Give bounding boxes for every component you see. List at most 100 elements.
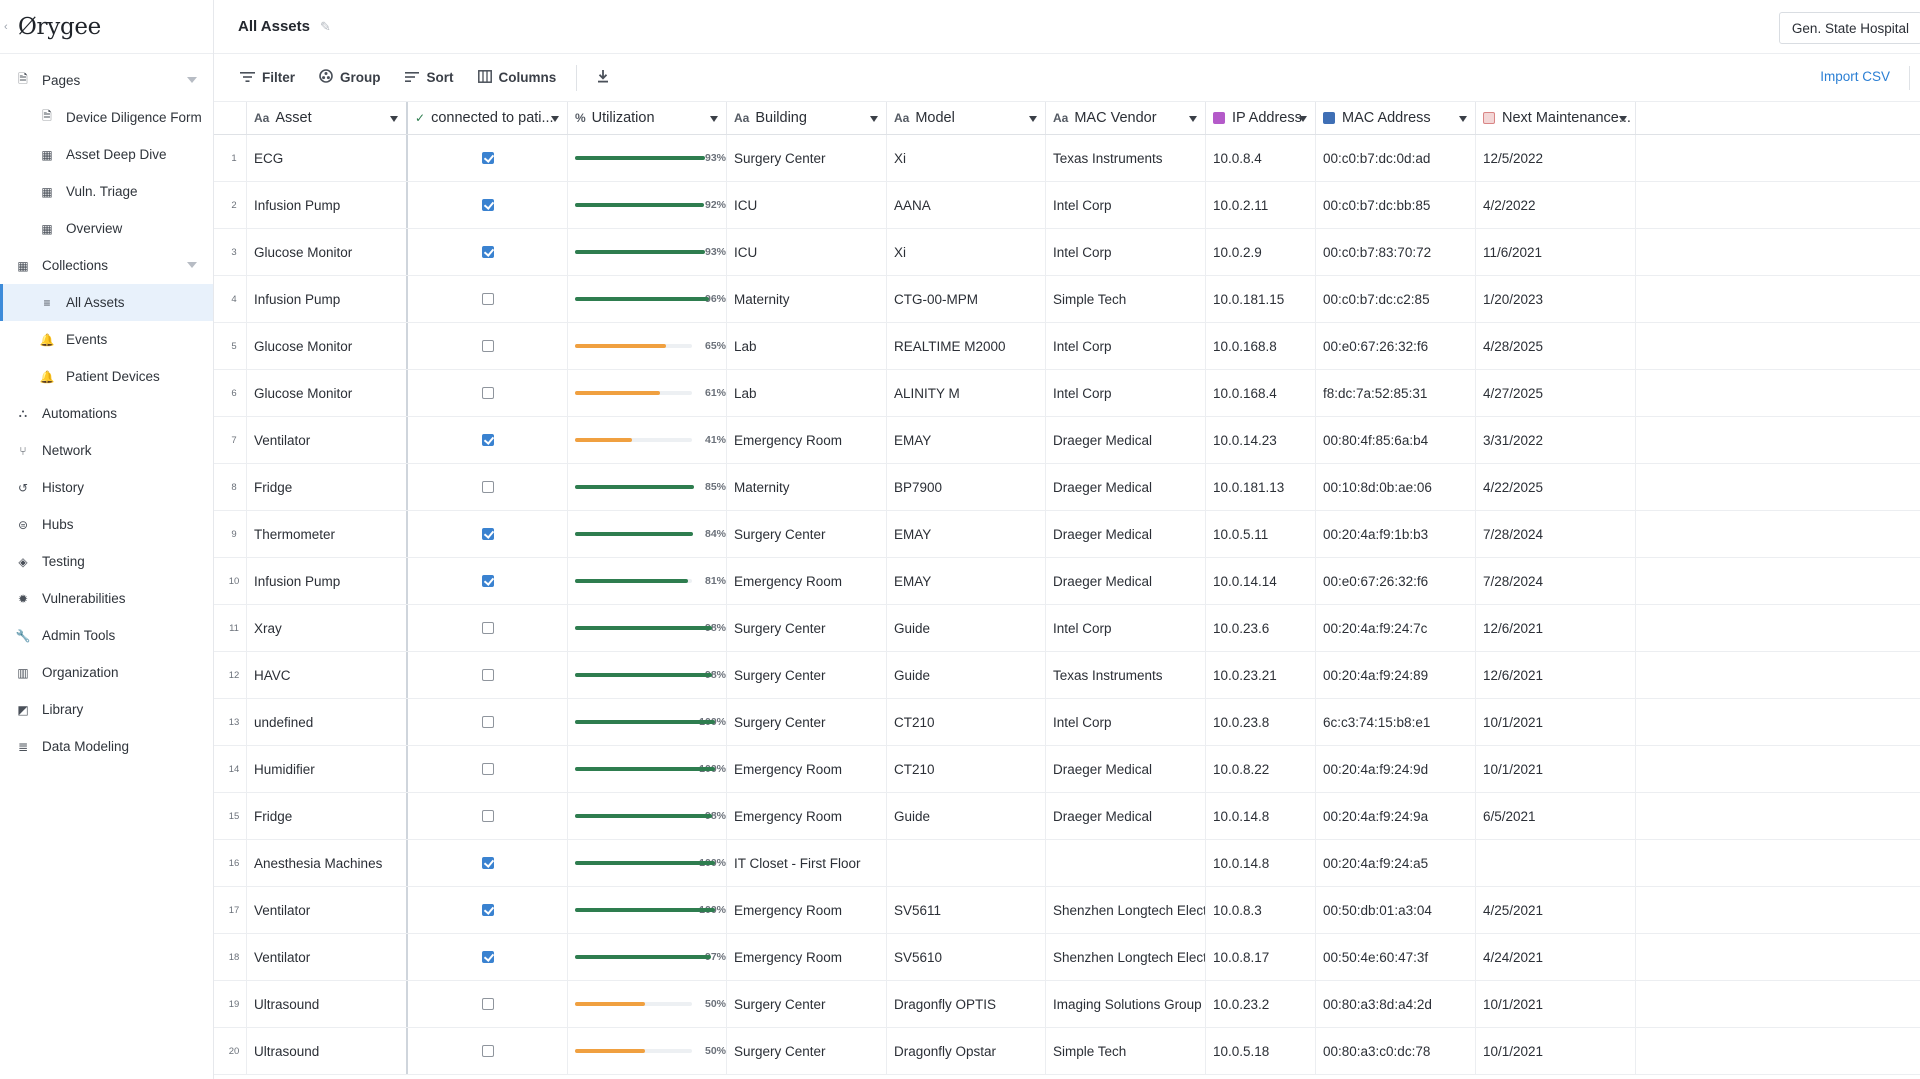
column-menu-caret-icon[interactable] <box>710 116 718 122</box>
building-cell[interactable]: Surgery Center <box>727 699 887 745</box>
vendor-cell[interactable]: Shenzhen Longtech Electronics <box>1046 934 1206 980</box>
building-cell[interactable]: Lab <box>727 323 887 369</box>
mac-cell[interactable]: 00:80:a3:c0:dc:78 <box>1316 1028 1476 1074</box>
model-cell[interactable]: SV5611 <box>887 887 1046 933</box>
mac-cell[interactable]: 00:c0:b7:dc:bb:85 <box>1316 182 1476 228</box>
vendor-cell[interactable]: Draeger Medical <box>1046 511 1206 557</box>
next-cell[interactable]: 12/5/2022 <box>1476 135 1636 181</box>
asset-cell[interactable]: ECG <box>247 135 408 181</box>
ip-cell[interactable]: 10.0.14.8 <box>1206 793 1316 839</box>
model-cell[interactable]: Guide <box>887 652 1046 698</box>
columns-button[interactable]: Columns <box>477 69 556 86</box>
chevron-down-icon[interactable] <box>187 77 197 83</box>
asset-cell[interactable]: Infusion Pump <box>247 558 408 604</box>
table-row[interactable]: 6 Glucose Monitor 61% Lab ALINITY M Intel Cor… <box>214 370 1920 417</box>
mac-cell[interactable]: 00:c0:b7:dc:c2:85 <box>1316 276 1476 322</box>
model-cell[interactable]: CT210 <box>887 699 1046 745</box>
ip-cell[interactable]: 10.0.168.8 <box>1206 323 1316 369</box>
mac-cell[interactable]: 00:20:4a:f9:24:9d <box>1316 746 1476 792</box>
model-cell[interactable] <box>887 840 1046 886</box>
connected-checkbox[interactable] <box>481 810 494 822</box>
column-header-util[interactable]: % Utilization <box>568 102 727 134</box>
asset-cell[interactable]: Glucose Monitor <box>247 229 408 275</box>
mac-cell[interactable]: 00:20:4a:f9:1b:b3 <box>1316 511 1476 557</box>
ip-cell[interactable]: 10.0.23.8 <box>1206 699 1316 745</box>
connected-checkbox[interactable] <box>481 716 494 728</box>
connected-checkbox[interactable] <box>481 293 494 305</box>
building-cell[interactable]: Maternity <box>727 464 887 510</box>
next-cell[interactable]: 11/6/2021 <box>1476 229 1636 275</box>
sidebar-item-history[interactable]: ↺ History <box>0 469 213 506</box>
column-header-mac[interactable]: MAC Address <box>1316 102 1476 134</box>
building-cell[interactable]: ICU <box>727 229 887 275</box>
table-row[interactable]: 2 Infusion Pump 92% ICU AANA Intel Corp 10.0.2… <box>214 182 1920 229</box>
edit-title-icon[interactable]: ✎ <box>319 18 331 34</box>
vendor-cell[interactable]: Draeger Medical <box>1046 746 1206 792</box>
table-row[interactable]: 11 Xray 98% Surgery Center Guide Intel Corp 10… <box>214 605 1920 652</box>
table-row[interactable]: 3 Glucose Monitor 93% ICU Xi Intel Corp 10.0.2… <box>214 229 1920 276</box>
import-csv-link[interactable]: Import CSV <box>1820 69 1890 84</box>
next-cell[interactable]: 4/28/2025 <box>1476 323 1636 369</box>
model-cell[interactable]: REALTIME M2000 <box>887 323 1046 369</box>
mac-cell[interactable]: 00:10:8d:0b:ae:06 <box>1316 464 1476 510</box>
asset-cell[interactable]: Ultrasound <box>247 1028 408 1074</box>
table-row[interactable]: 1 ECG 93% Surgery Center Xi Texas Instruments… <box>214 135 1920 182</box>
table-row[interactable]: 5 Glucose Monitor 65% Lab REALTIME M2000 Inte… <box>214 323 1920 370</box>
column-menu-caret-icon[interactable] <box>870 116 878 122</box>
connected-checkbox[interactable] <box>481 998 494 1010</box>
vendor-cell[interactable]: Intel Corp <box>1046 605 1206 651</box>
table-row[interactable]: 15 Fridge 98% Emergency Room Guide Draeger Me… <box>214 793 1920 840</box>
connected-checkbox[interactable] <box>481 951 494 963</box>
vendor-cell[interactable]: Intel Corp <box>1046 699 1206 745</box>
asset-cell[interactable]: Glucose Monitor <box>247 370 408 416</box>
vendor-cell[interactable] <box>1046 840 1206 886</box>
mac-cell[interactable]: f8:dc:7a:52:85:31 <box>1316 370 1476 416</box>
ip-cell[interactable]: 10.0.14.14 <box>1206 558 1316 604</box>
ip-cell[interactable]: 10.0.23.2 <box>1206 981 1316 1027</box>
asset-cell[interactable]: Infusion Pump <box>247 182 408 228</box>
mac-cell[interactable]: 00:20:4a:f9:24:9a <box>1316 793 1476 839</box>
table-row[interactable]: 20 Ultrasound 50% Surgery Center Dragonfly O… <box>214 1028 1920 1075</box>
building-cell[interactable]: ICU <box>727 182 887 228</box>
sidebar-item-hubs[interactable]: ⊜ Hubs <box>0 506 213 543</box>
building-cell[interactable]: Surgery Center <box>727 135 887 181</box>
column-header-next[interactable]: Next Maintenance... <box>1476 102 1636 134</box>
building-cell[interactable]: Emergency Room <box>727 746 887 792</box>
mac-cell[interactable]: 00:20:4a:f9:24:89 <box>1316 652 1476 698</box>
next-cell[interactable]: 4/24/2021 <box>1476 934 1636 980</box>
group-button[interactable]: Group <box>319 69 381 86</box>
ip-cell[interactable]: 10.0.14.23 <box>1206 417 1316 463</box>
sidebar-item-automations[interactable]: ⛬ Automations <box>0 395 213 432</box>
model-cell[interactable]: EMAY <box>887 558 1046 604</box>
sidebar-item-admin-tools[interactable]: 🔧 Admin Tools <box>0 617 213 654</box>
ip-cell[interactable]: 10.0.8.4 <box>1206 135 1316 181</box>
ip-cell[interactable]: 10.0.14.8 <box>1206 840 1316 886</box>
collapse-sidebar-icon[interactable]: ‹ <box>4 20 8 33</box>
connected-checkbox[interactable] <box>481 669 494 681</box>
organization-selector[interactable]: Gen. State Hospital <box>1778 12 1920 44</box>
next-cell[interactable]: 6/5/2021 <box>1476 793 1636 839</box>
vendor-cell[interactable]: Intel Corp <box>1046 370 1206 416</box>
table-row[interactable]: 18 Ventilator 97% Emergency Room SV5610 Shenz… <box>214 934 1920 981</box>
model-cell[interactable]: Guide <box>887 793 1046 839</box>
model-cell[interactable]: BP7900 <box>887 464 1046 510</box>
vendor-cell[interactable]: Intel Corp <box>1046 323 1206 369</box>
model-cell[interactable]: Dragonfly OPTIS <box>887 981 1046 1027</box>
asset-cell[interactable]: HAVC <box>247 652 408 698</box>
mac-cell[interactable]: 00:20:4a:f9:24:7c <box>1316 605 1476 651</box>
building-cell[interactable]: Surgery Center <box>727 511 887 557</box>
asset-cell[interactable]: Fridge <box>247 793 408 839</box>
ip-cell[interactable]: 10.0.2.11 <box>1206 182 1316 228</box>
model-cell[interactable]: CTG-00-MPM <box>887 276 1046 322</box>
column-header-asset[interactable]: Aa Asset <box>247 102 408 134</box>
model-cell[interactable]: Xi <box>887 229 1046 275</box>
vendor-cell[interactable]: Shenzhen Longtech Electronics <box>1046 887 1206 933</box>
next-cell[interactable]: 7/28/2024 <box>1476 511 1636 557</box>
sidebar-item-vulnerabilities[interactable]: ✹ Vulnerabilities <box>0 580 213 617</box>
column-menu-caret-icon[interactable] <box>1189 116 1197 122</box>
connected-checkbox[interactable] <box>481 528 494 540</box>
vendor-cell[interactable]: Draeger Medical <box>1046 558 1206 604</box>
model-cell[interactable]: EMAY <box>887 417 1046 463</box>
next-cell[interactable]: 1/20/2023 <box>1476 276 1636 322</box>
